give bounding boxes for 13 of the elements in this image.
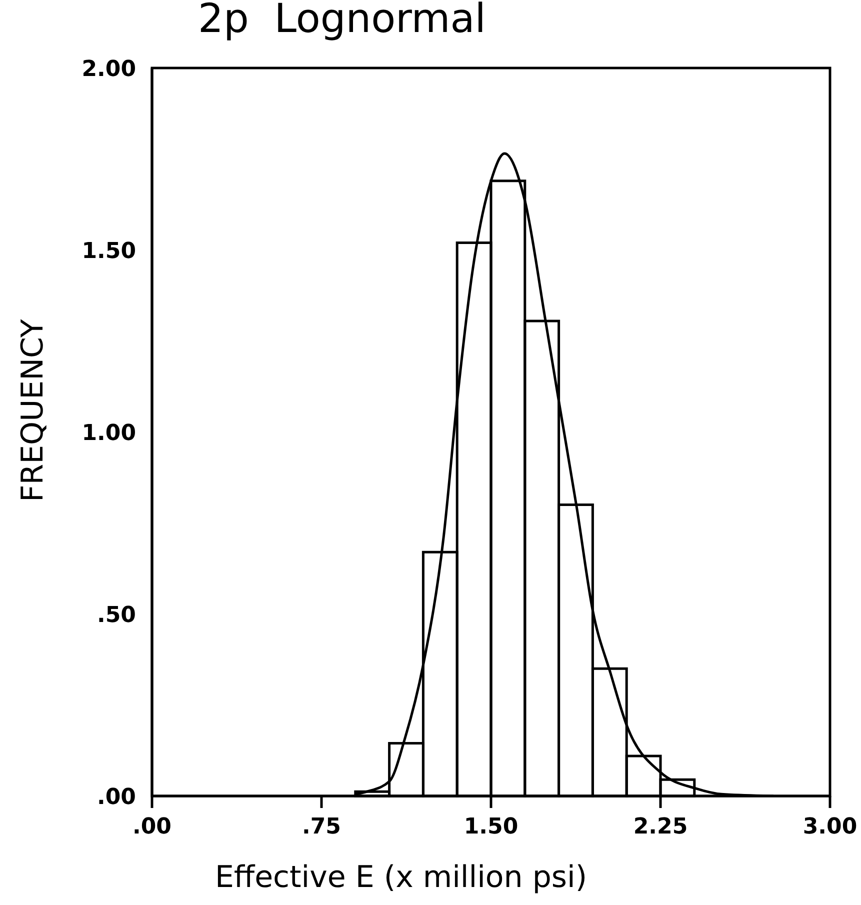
x-tick-label: 2.25 <box>633 814 688 840</box>
x-axis-title: Effective E (x million psi) <box>214 860 588 895</box>
y-tick-label: 1.00 <box>82 420 136 446</box>
y-tick-label: 2.00 <box>82 56 136 82</box>
y-axis-title: FREQUENCY <box>16 318 51 502</box>
x-tick-label: .75 <box>302 814 341 840</box>
y-tick-label: 1.50 <box>82 238 136 264</box>
x-tick-label: .00 <box>132 814 172 840</box>
chart-title: 2p Lognormal <box>198 0 486 42</box>
x-tick-label: 3.00 <box>802 814 858 840</box>
y-tick-label: .00 <box>97 784 136 810</box>
x-tick-label: 1.50 <box>464 814 518 840</box>
y-tick-label: .50 <box>97 602 136 628</box>
